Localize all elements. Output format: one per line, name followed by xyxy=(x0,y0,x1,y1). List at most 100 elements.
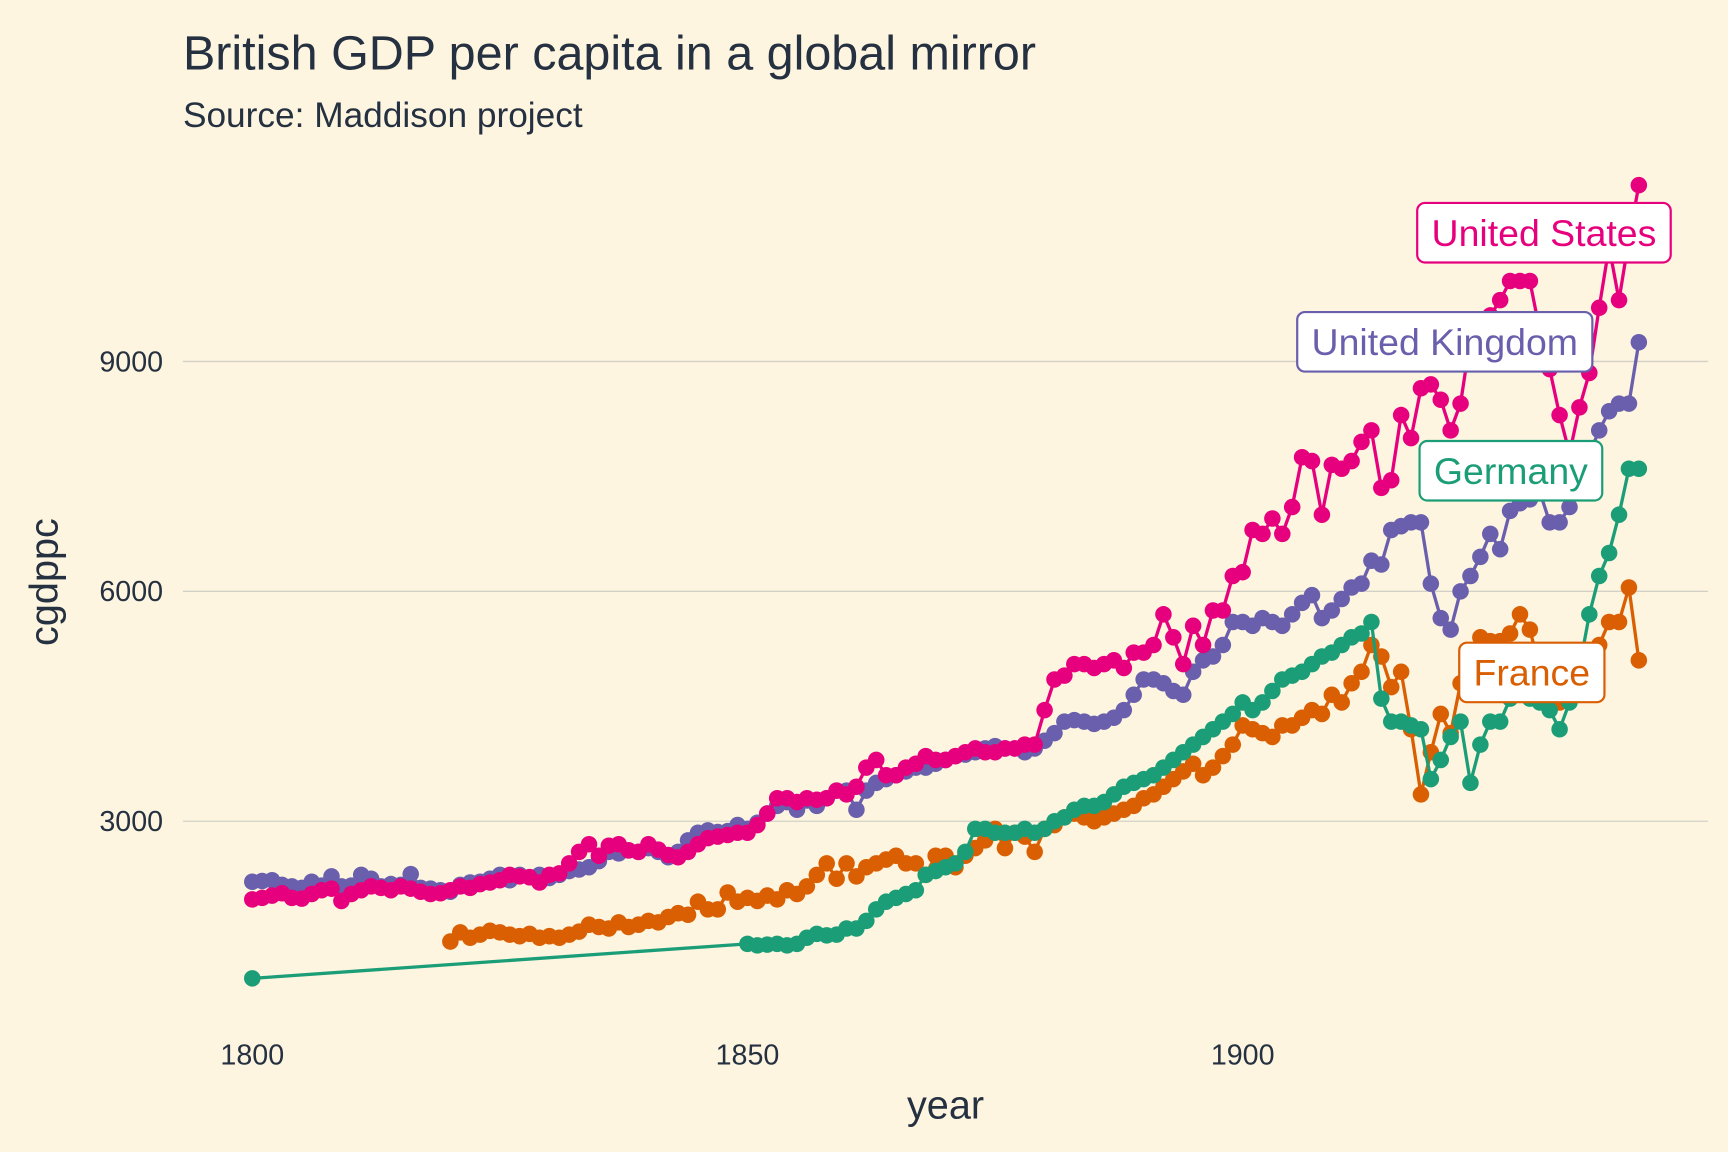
data-point xyxy=(818,855,835,872)
data-point xyxy=(1363,613,1380,631)
data-point xyxy=(1145,636,1162,654)
data-point xyxy=(1155,606,1172,623)
data-point xyxy=(1610,291,1628,309)
legend-label: France xyxy=(1474,652,1591,694)
data-point xyxy=(759,805,776,822)
data-point xyxy=(1590,299,1608,317)
data-point xyxy=(1521,272,1539,290)
data-point xyxy=(1056,667,1073,684)
x-axis-label: year xyxy=(907,1084,984,1128)
data-point xyxy=(1174,686,1192,704)
data-point xyxy=(1541,701,1558,719)
data-point xyxy=(1491,291,1509,309)
data-point xyxy=(1422,376,1440,393)
data-point xyxy=(1432,751,1450,769)
data-point xyxy=(1283,606,1301,623)
data-point xyxy=(1264,728,1281,746)
data-point xyxy=(1115,659,1133,677)
data-point xyxy=(1274,525,1291,543)
data-point xyxy=(1254,525,1271,543)
data-point xyxy=(1165,629,1182,646)
data-point xyxy=(1353,575,1370,592)
data-point xyxy=(838,855,855,872)
data-point xyxy=(1184,617,1202,635)
series-label: United Kingdom xyxy=(1296,310,1594,373)
data-point xyxy=(798,878,816,895)
data-point xyxy=(1303,586,1321,604)
series-label: Germany xyxy=(1418,439,1604,502)
data-point xyxy=(1620,395,1638,412)
data-point xyxy=(323,880,340,897)
data-point xyxy=(848,778,865,796)
data-point xyxy=(1026,736,1043,753)
x-tick-label: 1900 xyxy=(1211,1040,1275,1072)
data-point xyxy=(1432,609,1450,627)
data-point xyxy=(679,906,697,923)
data-point xyxy=(1630,176,1648,194)
grid: 3000 6000 9000 1800 1850 1900 xyxy=(99,346,1709,1072)
label-box xyxy=(1458,641,1606,704)
data-point xyxy=(1590,567,1608,585)
data-point xyxy=(1184,755,1202,773)
data-point xyxy=(1283,498,1301,516)
data-point xyxy=(907,881,925,899)
data-point xyxy=(1630,460,1648,477)
data-point xyxy=(1363,422,1380,439)
data-point xyxy=(1620,579,1638,596)
data-point xyxy=(1551,406,1568,424)
data-point xyxy=(244,970,261,987)
data-point xyxy=(1452,395,1469,412)
data-point xyxy=(1402,429,1420,447)
data-point xyxy=(1432,705,1450,723)
chart-title: British GDP per capita in a global mirro… xyxy=(183,27,1036,81)
data-point xyxy=(1442,728,1459,746)
data-point xyxy=(1462,774,1479,792)
label-box xyxy=(1418,439,1604,502)
data-point xyxy=(1214,602,1232,619)
data-point xyxy=(1600,544,1618,562)
data-point xyxy=(1174,655,1192,673)
data-point xyxy=(1422,770,1440,788)
data-point xyxy=(1204,759,1222,776)
y-tick-label: 6000 xyxy=(99,576,163,608)
lines xyxy=(244,176,1648,987)
y-axis-label: cgdppc xyxy=(22,518,66,646)
data-point xyxy=(1482,525,1499,543)
data-point xyxy=(1472,548,1489,566)
y-tick-label: 3000 xyxy=(99,806,163,838)
data-point xyxy=(1432,391,1450,409)
data-point xyxy=(1204,648,1222,665)
data-point xyxy=(1452,713,1469,730)
data-point xyxy=(1511,606,1529,623)
data-point xyxy=(1224,736,1242,753)
data-point xyxy=(1551,514,1568,531)
data-point xyxy=(1264,682,1281,700)
data-point xyxy=(907,855,925,872)
data-point xyxy=(1382,678,1400,696)
legend-label: Germany xyxy=(1434,450,1588,492)
x-tick-label: 1850 xyxy=(716,1040,780,1072)
data-point xyxy=(1046,724,1063,742)
data-point xyxy=(1571,399,1588,416)
data-point xyxy=(1442,621,1459,638)
legend-label: United Kingdom xyxy=(1312,321,1579,363)
data-point xyxy=(1313,506,1331,523)
x-tick-label: 1800 xyxy=(220,1040,284,1072)
data-point xyxy=(1303,452,1321,470)
data-point xyxy=(1590,422,1608,439)
data-point xyxy=(1630,334,1648,351)
data-point xyxy=(1610,506,1628,523)
data-point xyxy=(1373,556,1390,573)
data-point xyxy=(1234,563,1251,581)
chart-subtitle: Source: Maddison project xyxy=(183,96,583,135)
data-point xyxy=(828,870,845,887)
data-point xyxy=(1125,686,1142,704)
data-point xyxy=(1462,567,1479,585)
data-point xyxy=(1491,713,1509,730)
data-point xyxy=(1521,621,1539,638)
data-point xyxy=(1264,510,1281,527)
data-point xyxy=(1412,721,1430,738)
data-point xyxy=(1392,406,1410,424)
